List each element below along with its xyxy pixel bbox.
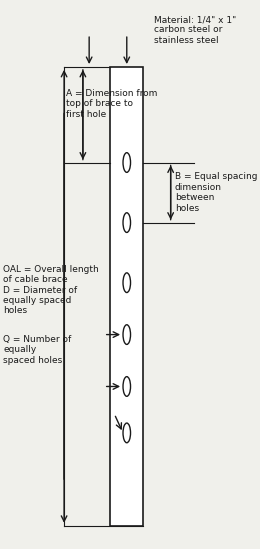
- Circle shape: [123, 325, 131, 344]
- Text: B = Equal spacing
dimension
between
holes: B = Equal spacing dimension between hole…: [175, 172, 257, 212]
- Circle shape: [123, 273, 131, 293]
- Text: Q = Number of
equally
spaced holes: Q = Number of equally spaced holes: [3, 335, 72, 365]
- Text: D = Diameter of
equally spaced
holes: D = Diameter of equally spaced holes: [3, 285, 77, 316]
- Bar: [110, 67, 144, 526]
- Text: A = Dimension from
top of brace to
first hole: A = Dimension from top of brace to first…: [66, 89, 158, 119]
- Text: Material: 1/4" x 1"
carbon steel or
stainless steel: Material: 1/4" x 1" carbon steel or stai…: [154, 15, 236, 45]
- Circle shape: [123, 213, 131, 232]
- Text: OAL = Overall length
of cable brace: OAL = Overall length of cable brace: [3, 265, 99, 284]
- Circle shape: [123, 153, 131, 172]
- Circle shape: [123, 377, 131, 396]
- Circle shape: [123, 423, 131, 442]
